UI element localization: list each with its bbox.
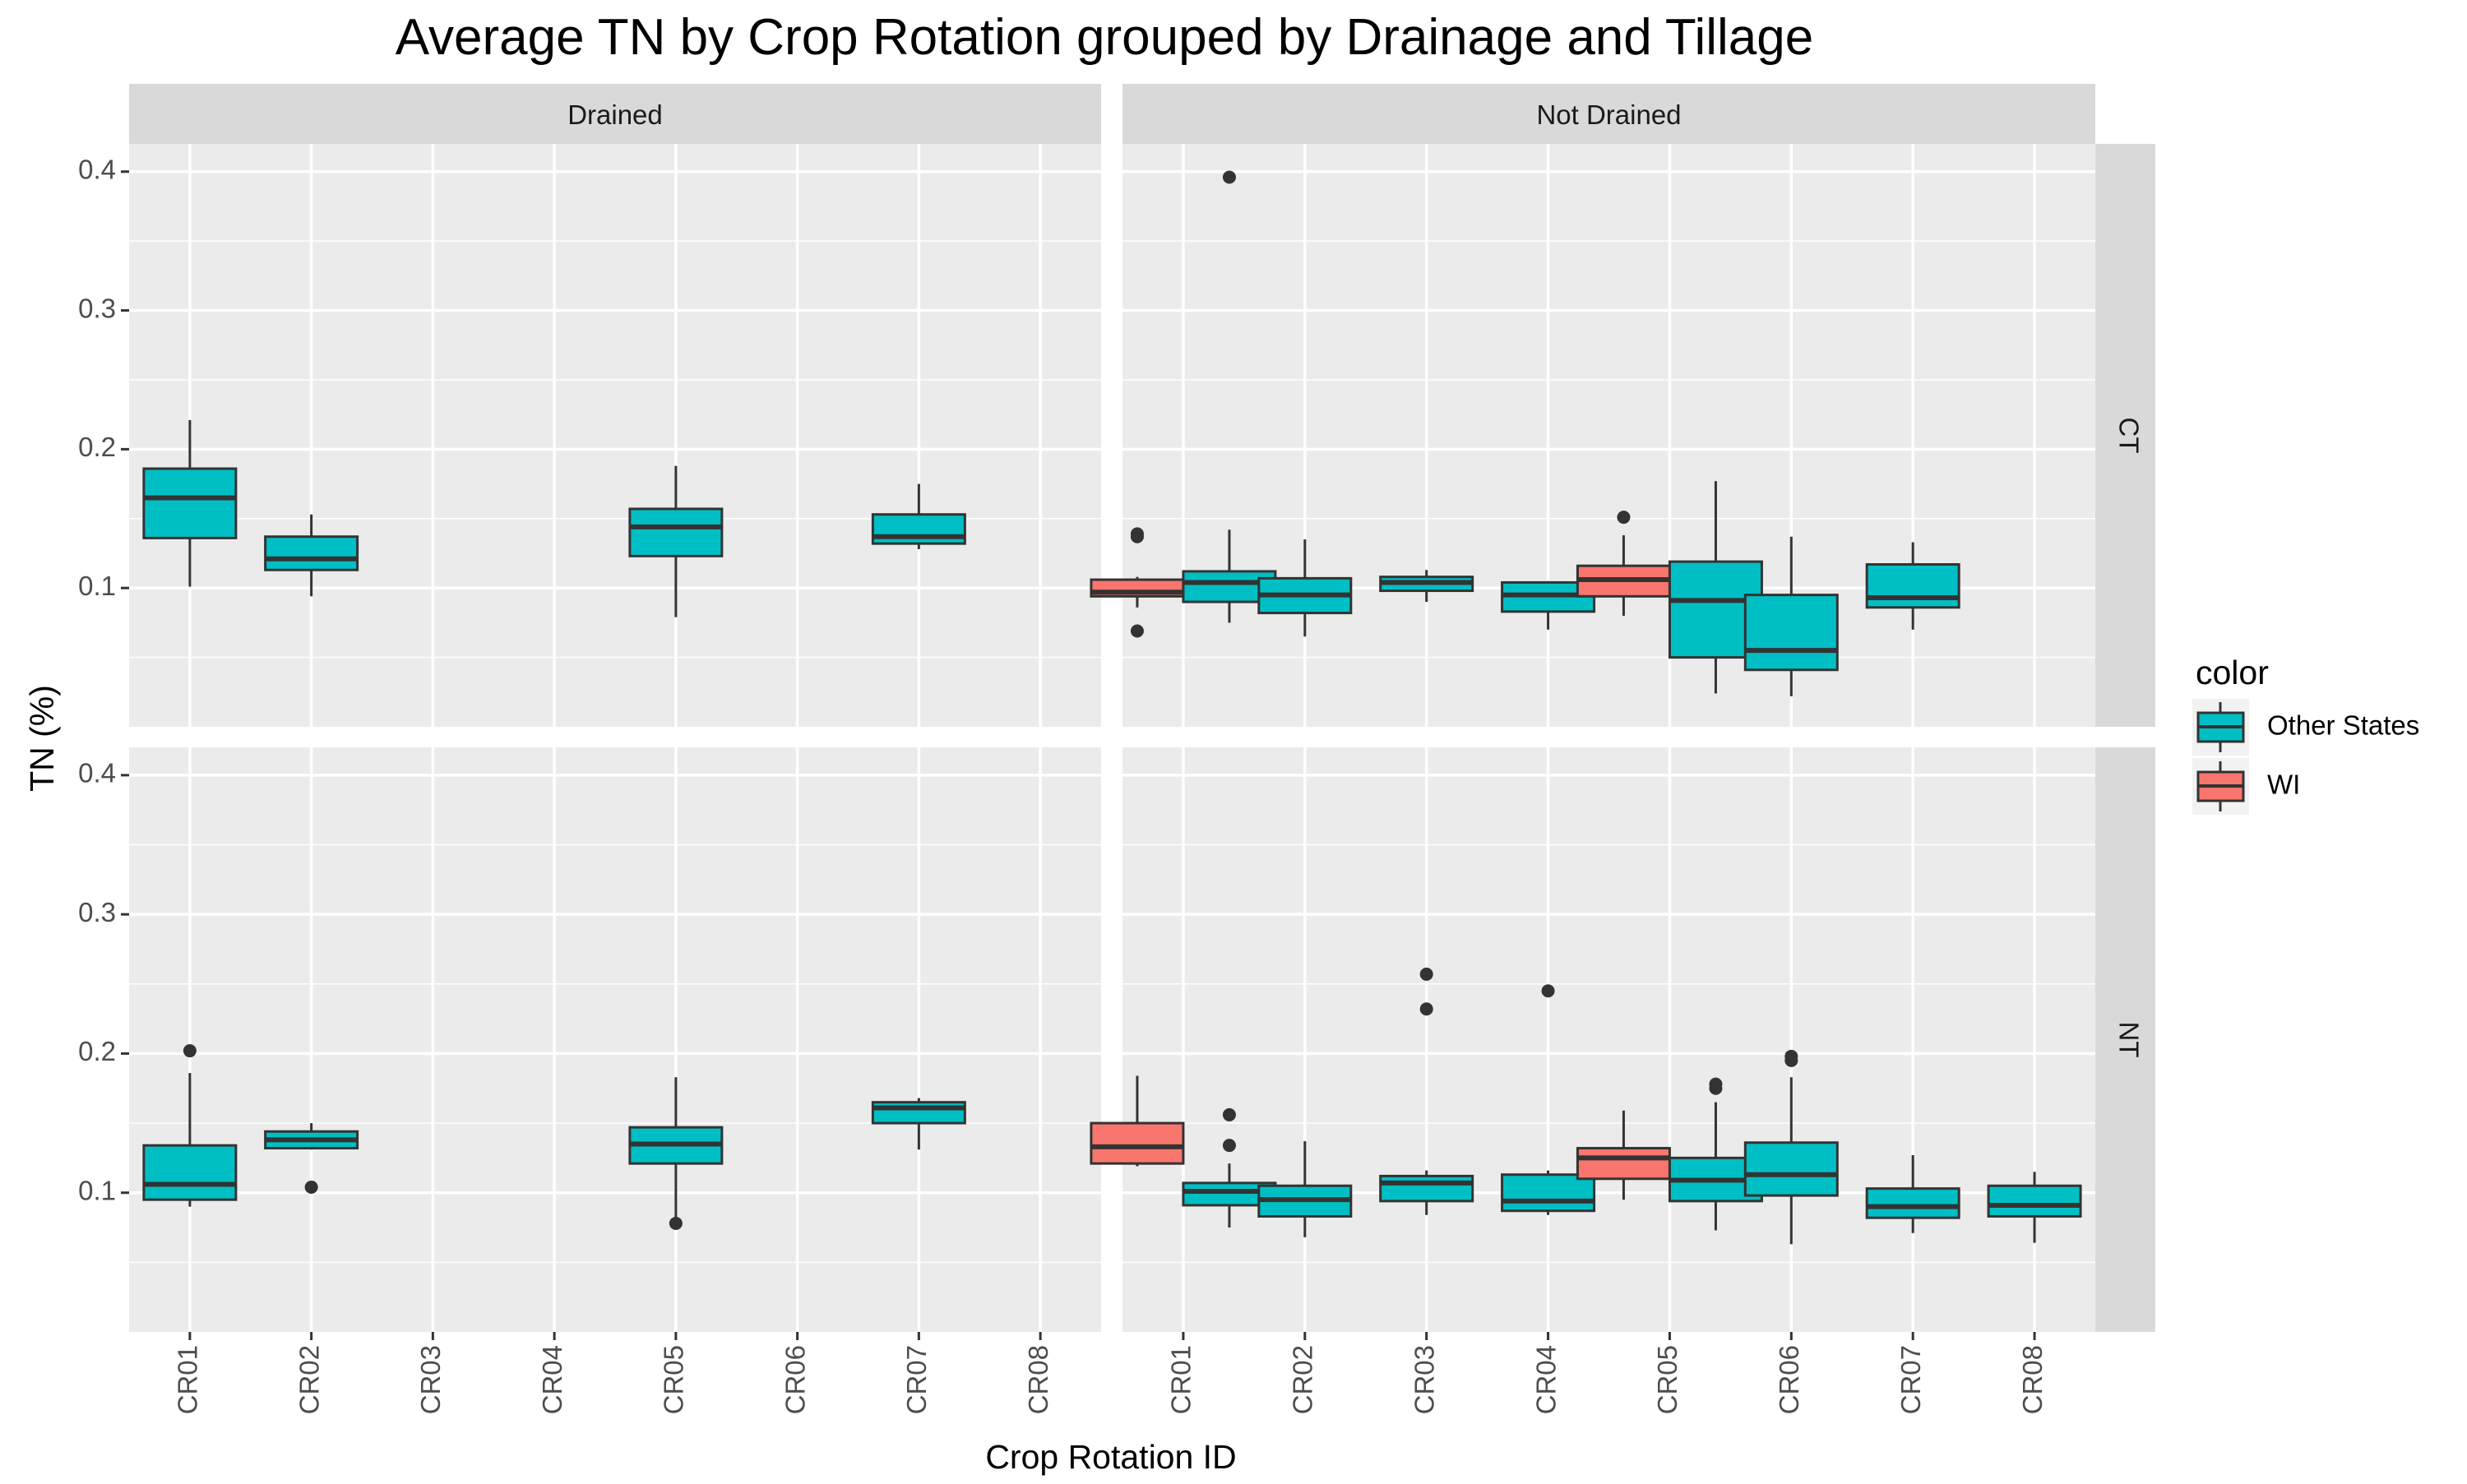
outlier-point: [1222, 1107, 1236, 1121]
x-tick-label: CR08: [2017, 1345, 2048, 1414]
box-iqr: [1379, 1174, 1474, 1203]
panel-background: [1122, 747, 2095, 1332]
legend-item-wi: WI: [2192, 758, 2300, 815]
box-cr01-other-states: [142, 419, 238, 587]
panel-background: [1122, 144, 2095, 727]
box-cr07-other-states: [871, 1098, 966, 1150]
legend-title: color: [2196, 654, 2269, 691]
box-cr01-other-states: [142, 1044, 238, 1207]
box-cr02-other-states: [1257, 539, 1353, 637]
y-tick-label: 0.1: [78, 571, 116, 601]
box-cr08-other-states: [1987, 1172, 2082, 1243]
outlier-point: [1419, 1002, 1433, 1016]
outlier-point: [1222, 170, 1236, 184]
facet-strip-not-drained: [1122, 84, 2095, 144]
outlier-point: [1541, 984, 1555, 998]
box-iqr: [628, 507, 724, 557]
outlier-point: [1130, 624, 1144, 638]
x-tick-label: CR06: [780, 1345, 810, 1414]
box-cr03-other-states: [1379, 570, 1474, 603]
box-cr02-other-states: [264, 1123, 359, 1194]
box-cr05-other-states: [628, 1077, 724, 1230]
x-tick-label: CR04: [537, 1345, 567, 1414]
legend-label: WI: [2267, 770, 2300, 800]
facet-label: CT: [2113, 418, 2144, 454]
box-cr04-other-states: [1501, 984, 1596, 1215]
x-tick-label: CR03: [1409, 1345, 1439, 1414]
box-iqr: [264, 535, 359, 571]
facet-strip-ct: [2095, 144, 2155, 727]
y-tick-label: 0.4: [78, 758, 116, 788]
outlier-point: [183, 1044, 197, 1058]
box-cr05-other-states: [628, 465, 724, 617]
outlier-point: [1419, 967, 1433, 981]
box-iqr: [1987, 1184, 2082, 1218]
box-iqr: [142, 1144, 238, 1201]
x-axis-title: Crop Rotation ID: [985, 1438, 1236, 1476]
box-iqr: [1865, 1187, 1960, 1219]
box-cr01-wi: [1090, 1075, 1185, 1167]
x-tick-label: CR05: [1652, 1345, 1682, 1414]
facet-label: NT: [2113, 1022, 2144, 1058]
outlier-point: [1130, 527, 1144, 541]
x-tick-label: CR01: [173, 1345, 203, 1414]
y-tick-label: 0.4: [78, 154, 116, 184]
box-iqr: [1743, 1141, 1839, 1197]
x-tick-label: CR02: [1288, 1345, 1318, 1414]
x-tick-label: CR02: [294, 1345, 324, 1414]
box-cr07-other-states: [1865, 1155, 1960, 1233]
box-iqr: [1576, 1147, 1671, 1181]
x-tick-label: CR07: [1895, 1345, 1926, 1414]
box-iqr: [1090, 1121, 1185, 1165]
y-tick-label: 0.1: [78, 1175, 116, 1205]
legend-label: Other States: [2267, 710, 2419, 741]
box-cr03-other-states: [1379, 967, 1474, 1215]
box-iqr: [871, 513, 966, 545]
x-tick-label: CR04: [1530, 1345, 1561, 1414]
x-tick-label: CR01: [1166, 1345, 1196, 1414]
box-iqr: [1743, 594, 1839, 672]
y-tick-label: 0.2: [78, 432, 116, 462]
box-iqr: [1501, 1173, 1596, 1213]
facet-label: Drained: [567, 99, 663, 130]
box-cr05-wi: [1576, 1110, 1671, 1200]
box-iqr: [1865, 562, 1960, 609]
legend-item-other-states: Other States: [2192, 699, 2419, 756]
y-axis-title: TN (%): [23, 685, 61, 792]
outlier-point: [304, 1180, 318, 1194]
x-tick-label: CR08: [1023, 1345, 1053, 1414]
outlier-point: [669, 1216, 683, 1230]
facet-strip-nt: [2095, 747, 2155, 1332]
panel-background: [129, 144, 1101, 727]
outlier-point: [1222, 1139, 1236, 1153]
box-cr06-other-states: [1743, 536, 1839, 696]
outlier-point: [1709, 1077, 1723, 1091]
y-tick-label: 0.3: [78, 293, 116, 323]
box-cr07-other-states: [871, 483, 966, 549]
box-cr02-other-states: [1257, 1141, 1353, 1237]
box-cr02-other-states: [264, 514, 359, 597]
facet-strip-drained: [129, 84, 1101, 144]
chart-title: Average TN by Crop Rotation grouped by D…: [396, 9, 1813, 66]
box-cr07-other-states: [1865, 542, 1960, 630]
facet-label: Not Drained: [1536, 99, 1681, 130]
outlier-point: [1617, 511, 1631, 525]
panel-background: [129, 747, 1101, 1332]
y-tick-label: 0.2: [78, 1036, 116, 1066]
x-tick-label: CR07: [901, 1345, 932, 1414]
x-tick-label: CR05: [659, 1345, 689, 1414]
box-cr06-other-states: [1743, 1049, 1839, 1245]
outlier-point: [1784, 1049, 1798, 1063]
box-cr01-wi: [1090, 527, 1185, 638]
x-tick-label: CR03: [415, 1345, 446, 1414]
y-tick-label: 0.3: [78, 897, 116, 927]
x-tick-label: CR06: [1774, 1345, 1804, 1414]
box-iqr: [142, 467, 238, 539]
